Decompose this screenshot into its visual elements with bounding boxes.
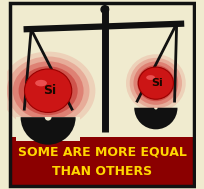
Ellipse shape xyxy=(146,75,155,80)
Ellipse shape xyxy=(130,58,182,108)
Ellipse shape xyxy=(133,61,178,105)
Ellipse shape xyxy=(19,66,78,115)
Ellipse shape xyxy=(24,69,72,112)
Text: Si: Si xyxy=(151,78,163,88)
Text: Si: Si xyxy=(43,84,56,97)
Bar xyxy=(131,108,181,128)
Wedge shape xyxy=(134,108,177,129)
Ellipse shape xyxy=(7,57,90,125)
Text: THAN OTHERS: THAN OTHERS xyxy=(52,166,152,178)
Ellipse shape xyxy=(13,61,84,120)
Bar xyxy=(16,117,80,141)
Ellipse shape xyxy=(1,52,95,130)
Ellipse shape xyxy=(137,65,175,101)
Circle shape xyxy=(101,6,109,13)
Ellipse shape xyxy=(126,54,186,112)
Ellipse shape xyxy=(35,80,47,86)
Ellipse shape xyxy=(138,67,173,99)
Bar xyxy=(10,137,194,187)
Text: SOME ARE MORE EQUAL: SOME ARE MORE EQUAL xyxy=(18,146,186,159)
Wedge shape xyxy=(21,117,76,145)
